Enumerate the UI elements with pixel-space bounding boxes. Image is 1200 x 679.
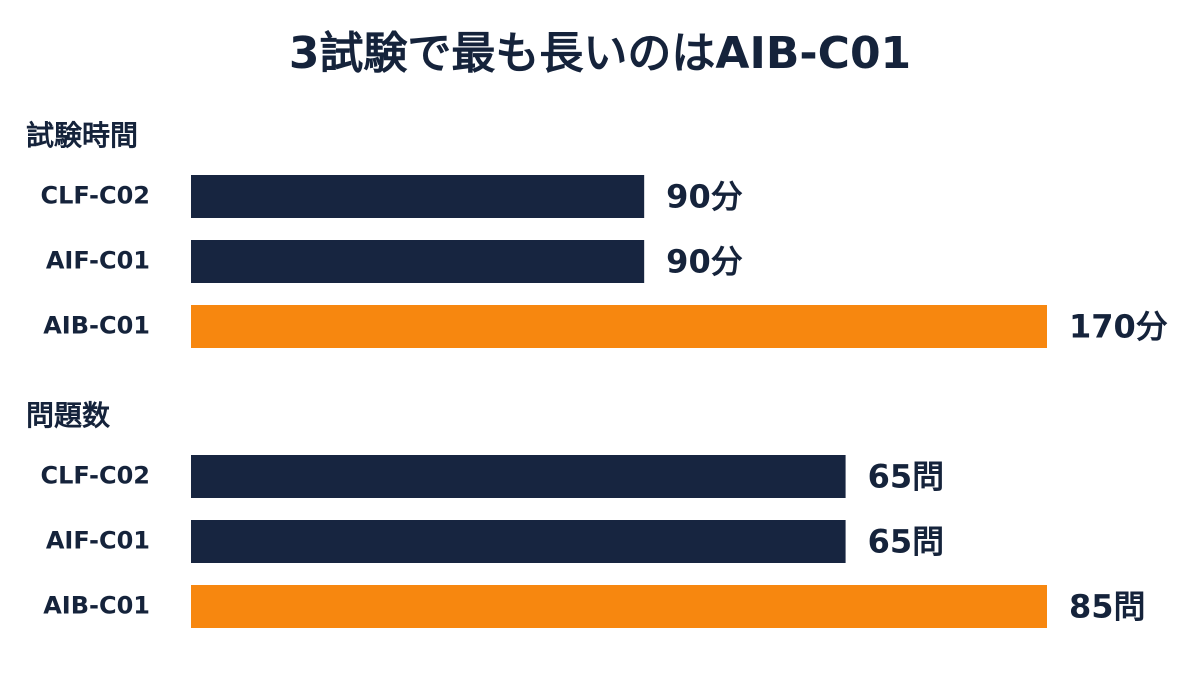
value-label: 170分: [1069, 308, 1168, 346]
category-label: CLF-C02: [40, 182, 150, 210]
category-label: AIF-C01: [46, 247, 150, 275]
chart-title: 問題数: [26, 399, 111, 432]
page-title: 3試験で最も長いのはAIB-C01: [289, 28, 911, 79]
category-label: AIF-C01: [46, 527, 150, 555]
category-label: AIB-C01: [43, 592, 150, 620]
bar: [191, 305, 1047, 348]
bar: [191, 520, 846, 563]
chart-title: 試験時間: [26, 119, 138, 152]
value-label: 65問: [868, 523, 945, 561]
value-label: 90分: [666, 178, 743, 216]
value-label: 65問: [868, 458, 945, 496]
bar: [191, 455, 846, 498]
bar: [191, 240, 645, 283]
bar: [191, 585, 1047, 628]
value-label: 85問: [1069, 588, 1146, 626]
bar: [191, 175, 645, 218]
category-label: CLF-C02: [40, 462, 150, 490]
category-label: AIB-C01: [43, 312, 150, 340]
value-label: 90分: [666, 243, 743, 281]
